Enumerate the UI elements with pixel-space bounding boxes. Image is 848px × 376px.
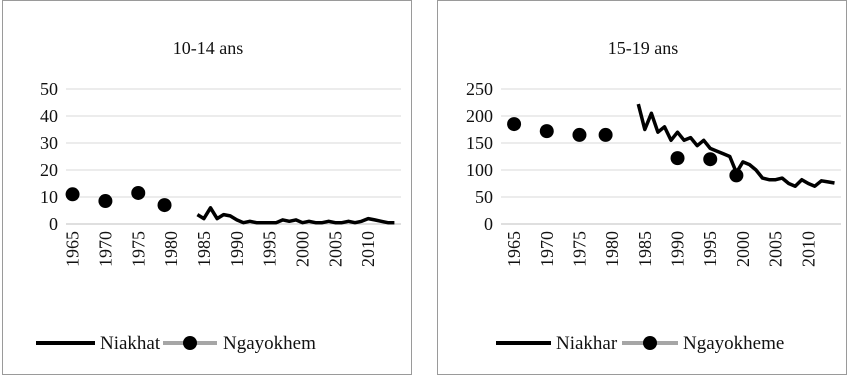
y-tick-label: 50 xyxy=(40,79,58,99)
series-line xyxy=(196,206,395,225)
y-tick-label: 150 xyxy=(466,133,493,153)
x-tick-label: 2005 xyxy=(766,231,786,267)
x-tick-label: 1975 xyxy=(128,231,148,267)
legend-label: Ngayokhem xyxy=(223,333,316,354)
data-point xyxy=(729,168,744,183)
y-tick-label: 0 xyxy=(49,214,58,234)
x-tick-label: 1990 xyxy=(668,231,688,267)
x-tick-label: 1980 xyxy=(602,231,622,267)
x-tick-label: 1970 xyxy=(95,231,115,267)
chart-panel-10-14: 10-14 ans 0 10 20 30 40 50 1965 1970 1975 1980 1985… xyxy=(2,0,412,375)
x-tick-label: 2000 xyxy=(733,231,753,267)
x-tick-label: 2005 xyxy=(325,231,345,267)
y-tick-label: 10 xyxy=(40,187,58,207)
y-tick-label: 20 xyxy=(40,160,58,180)
data-point xyxy=(703,152,718,167)
x-tick-label: 1995 xyxy=(260,231,280,267)
y-tick-label: 40 xyxy=(40,106,58,126)
y-tick-label: 50 xyxy=(475,187,493,207)
x-tick-label: 1975 xyxy=(569,231,589,267)
chart-15-19-svg: 15-19 ans 0 50 100 150 200 250 1965 1970 1975 1980… xyxy=(466,38,841,354)
data-point xyxy=(507,117,522,132)
x-tick-label: 1965 xyxy=(504,231,524,267)
data-point xyxy=(65,187,80,202)
x-tick-label: 2010 xyxy=(798,231,818,267)
y-tick-label: 100 xyxy=(466,160,493,180)
y-tick-label: 200 xyxy=(466,106,493,126)
x-tick-label: 1970 xyxy=(537,231,557,267)
y-tick-label: 0 xyxy=(484,214,493,234)
x-tick-label: 1980 xyxy=(161,231,181,267)
chart-title: 15-19 ans xyxy=(608,38,679,58)
data-point xyxy=(539,124,554,139)
data-point xyxy=(572,127,587,142)
legend-marker-swatch xyxy=(183,336,197,350)
legend-marker-swatch xyxy=(643,336,657,350)
chart-panel-15-19: 15-19 ans 0 50 100 150 200 250 1965 1970 1975 1980… xyxy=(437,0,847,375)
data-point xyxy=(98,194,113,209)
data-point xyxy=(131,185,146,200)
y-tick-label: 250 xyxy=(466,79,493,99)
y-tick-label: 30 xyxy=(40,133,58,153)
x-tick-label: 1985 xyxy=(635,231,655,267)
x-tick-label: 1985 xyxy=(194,231,214,267)
legend-label: Ngayokheme xyxy=(683,333,784,354)
data-point xyxy=(598,127,613,142)
chart-10-14-svg: 10-14 ans 0 10 20 30 40 50 1965 1970 1975 1980 1985… xyxy=(36,38,401,354)
x-tick-label: 1990 xyxy=(227,231,247,267)
x-tick-label: 1995 xyxy=(700,231,720,267)
legend-label: Niakhar xyxy=(556,333,618,354)
legend-label: Niakhat xyxy=(100,333,161,354)
x-tick-label: 2000 xyxy=(292,231,312,267)
chart-title: 10-14 ans xyxy=(173,38,244,58)
data-point xyxy=(670,151,685,166)
x-tick-label: 2010 xyxy=(358,231,378,267)
x-tick-label: 1965 xyxy=(63,231,83,267)
data-point xyxy=(157,198,172,213)
